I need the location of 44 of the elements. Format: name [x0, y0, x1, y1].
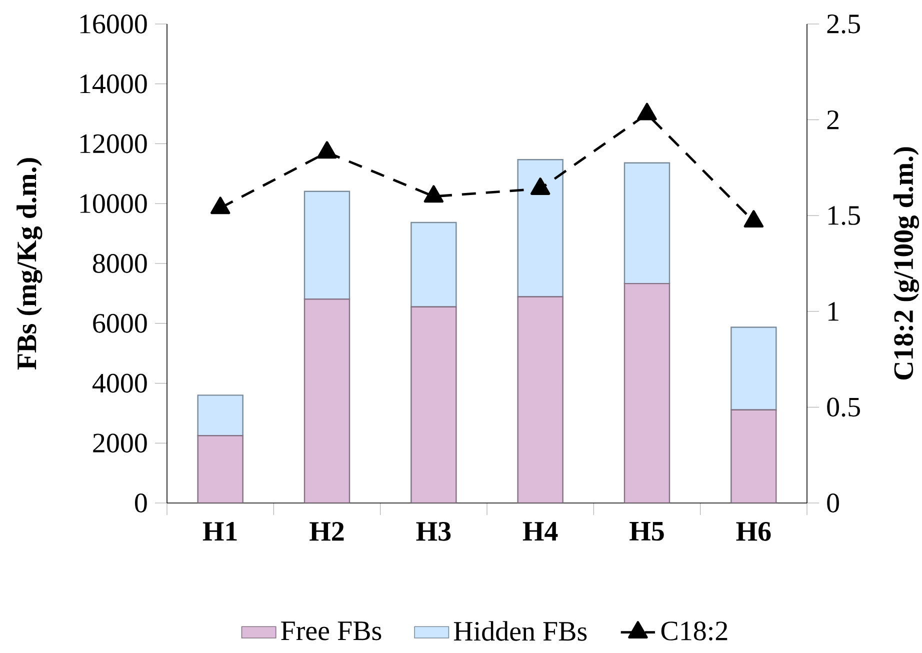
x-tick-label: H2 [310, 522, 344, 541]
point [317, 141, 337, 159]
y2-tick-label: 0.5 [827, 398, 860, 417]
bar [517, 296, 564, 503]
y-tick-label: 8000 [93, 254, 147, 273]
bar [624, 162, 670, 284]
y-tick-label: 12000 [80, 134, 147, 154]
point [210, 196, 230, 214]
y-tick-label: 16000 [80, 14, 147, 34]
y2-tick-label: 0 [827, 494, 839, 512]
point [744, 210, 764, 228]
x-tick-label: H1 [202, 522, 237, 541]
x-tick-label: H3 [416, 522, 451, 541]
bar [304, 298, 350, 503]
y-tick-label: 0 [135, 494, 147, 512]
bar [197, 435, 244, 503]
bar [624, 282, 670, 503]
y2-tick-label: 2 [827, 110, 839, 130]
x-tick-label: H6 [736, 522, 771, 541]
y-axis-title: FBs (mg/Kg d.m.) [16, 158, 42, 370]
y-tick-label: 6000 [93, 314, 147, 333]
point [637, 102, 657, 120]
point [530, 178, 550, 195]
bar [730, 326, 777, 410]
bar [197, 394, 244, 436]
legend-label: Hidden FBs [454, 621, 587, 641]
bar [730, 409, 777, 503]
bar [410, 222, 457, 308]
bar [304, 190, 350, 300]
bar [517, 159, 564, 298]
y2-tick-label: 1.5 [828, 206, 860, 226]
y2-tick-label: 2.5 [827, 14, 860, 34]
legend-label: Free FBs [281, 622, 382, 640]
y2-tick-label: 1 [828, 302, 838, 321]
y2-axis-title: C18:2 (g/100g d.m.) [893, 147, 919, 380]
y-tick-label: 10000 [80, 194, 147, 214]
y-tick-label: 14000 [80, 74, 147, 94]
point [424, 185, 444, 203]
y-tick-label: 4000 [92, 374, 147, 393]
y-tick-label: 2000 [93, 434, 147, 453]
x-tick-label: H5 [630, 522, 664, 541]
bar [410, 306, 457, 503]
legend-label: C18:2 [661, 621, 728, 641]
x-tick-label: H4 [522, 522, 558, 540]
